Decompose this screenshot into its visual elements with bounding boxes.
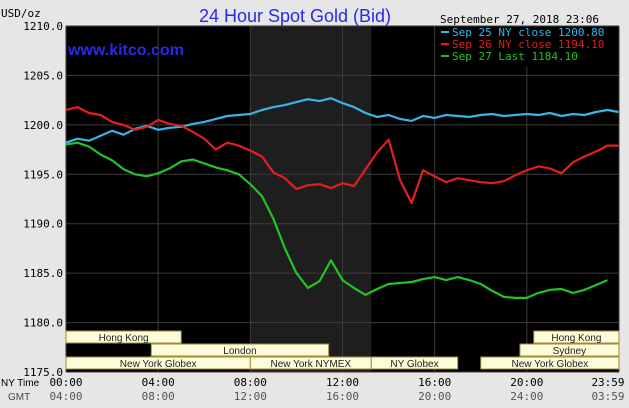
x-tick-label-gmt: 24:00 xyxy=(510,390,543,403)
y-axis-label: USD/oz xyxy=(1,7,41,20)
session-bar xyxy=(519,343,620,357)
x-tick-label-gmt: 03:59 xyxy=(591,390,624,403)
x-tick-label-ny: 16:00 xyxy=(418,376,451,389)
x-axis-row-label-ny: NY Time xyxy=(1,378,40,389)
x-tick-label-gmt: 20:00 xyxy=(418,390,451,403)
session-label: New York NYMEX xyxy=(271,359,352,370)
x-tick-label-ny: 04:00 xyxy=(142,376,175,389)
y-tick-label: 1195.0 xyxy=(23,168,63,181)
y-tick-label: 1175.0 xyxy=(23,366,63,379)
x-tick-label-ny: 08:00 xyxy=(234,376,267,389)
series-line-1 xyxy=(65,97,619,144)
chart-title: 24 Hour Spot Gold (Bid) xyxy=(199,6,391,26)
session-label: Hong Kong xyxy=(551,333,601,344)
session-bar xyxy=(370,356,459,370)
y-tick-label: 1185.0 xyxy=(23,267,63,280)
x-tick-label-ny: 23:59 xyxy=(591,376,624,389)
y-tick-label: 1200.0 xyxy=(23,119,63,132)
x-tick-label-ny: 20:00 xyxy=(510,376,543,389)
watermark: www.kitco.com xyxy=(67,42,184,59)
session-bar xyxy=(65,330,182,344)
session-label: New York Globex xyxy=(120,359,197,370)
x-tick-label-gmt: 16:00 xyxy=(326,390,359,403)
session-label: Hong Kong xyxy=(99,333,149,344)
chart-timestamp: September 27, 2018 23:06 xyxy=(440,13,599,26)
x-tick-label-gmt: 04:00 xyxy=(49,390,82,403)
y-tick-label: 1190.0 xyxy=(23,218,63,231)
session-label: Sydney xyxy=(553,346,586,357)
x-tick-label-gmt: 08:00 xyxy=(142,390,175,403)
legend-background xyxy=(436,27,618,67)
x-axis-row-label-gmt: GMT xyxy=(8,392,30,403)
legend-label: Sep 25 NY close 1200.80 xyxy=(452,26,604,39)
nymex-session-shade xyxy=(250,26,372,372)
session-label: New York Globex xyxy=(512,359,589,370)
series-lines xyxy=(65,97,619,299)
x-tick-label-ny: 00:00 xyxy=(49,376,82,389)
session-bar xyxy=(533,330,620,344)
x-tick-label-ny: 12:00 xyxy=(326,376,359,389)
series-line-2 xyxy=(65,105,619,205)
y-tick-label: 1180.0 xyxy=(23,317,63,330)
series-line-3 xyxy=(65,141,608,299)
session-label: London xyxy=(223,346,256,357)
session-bar xyxy=(480,356,620,370)
session-label: NY Globex xyxy=(390,359,438,370)
y-axis-ticks: 1175.0 1180.0 1185.0 1190.0 1195.0 1200.0 1205… xyxy=(23,20,63,379)
legend-label: Sep 26 NY close 1194.10 xyxy=(452,38,604,51)
market-sessions: Hong Kong Hong Kong London Sydney New York G… xyxy=(65,330,620,370)
session-bar xyxy=(150,343,330,357)
x-axis-ticks: 00:0004:0004:0008:0008:0012:0012:0016:00… xyxy=(49,376,624,403)
y-tick-label: 1205.0 xyxy=(23,69,63,82)
legend-label: Sep 27 Last 1184.10 xyxy=(452,50,578,63)
x-tick-label-gmt: 12:00 xyxy=(234,390,267,403)
y-tick-label: 1210.0 xyxy=(23,20,63,33)
